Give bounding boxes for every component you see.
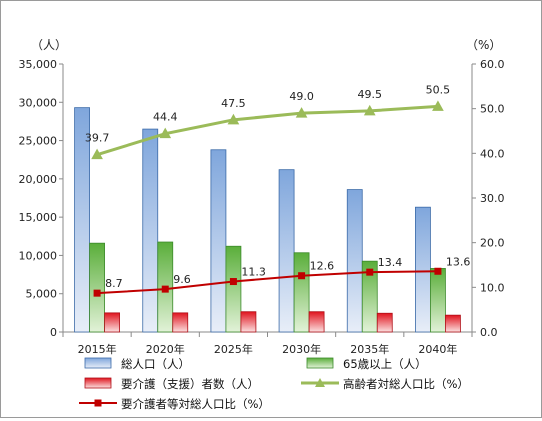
line-series-2 [97,270,438,295]
bar-series-1 [210,149,227,333]
bar-series-3 [172,312,189,333]
line-point-triangle [159,127,172,139]
line-point-square [93,289,101,297]
left-tick-label: 30,000 [19,96,58,109]
bar-series-3 [376,312,393,333]
data-label: 13.6 [446,255,471,268]
bar-series-2 [293,252,310,333]
data-label: 49.0 [289,90,314,103]
bar-series-3 [308,311,325,333]
left-tick-label: 5,000 [26,288,58,301]
right-tick-label: 30.0 [480,192,505,205]
right-tick-label: 50.0 [480,103,505,116]
x-tick-label: 2020年 [146,342,185,356]
legend-marker [315,378,325,387]
legend: 総人口（人） 65歳以上（人） 要介護（支援）者数（人） 高齢者対総人口比（%） 要介護… [79,357,469,411]
bar-series-3 [445,314,461,333]
bars-layer [74,107,461,333]
bar-series-1 [415,206,431,333]
legend-label: 高齢者対総人口比（%） [343,377,469,391]
legend-marker [94,399,102,407]
left-tick-label: 20,000 [19,173,58,186]
line-point-square [161,285,169,293]
axes-layer: 0 5,000 10,000 15,000 20,000 25,000 30,000 35,0… [19,38,505,356]
data-label: 12.6 [310,260,335,273]
legend-label: 65歳以上（人） [343,357,427,371]
bar-series-2 [361,260,378,333]
bar-series-1 [346,189,363,333]
data-label: 11.3 [241,266,266,279]
legend-swatch [306,357,334,369]
data-label: 9.6 [173,273,191,286]
right-tick-label: 40.0 [480,147,505,160]
x-tick-label: 2040年 [418,342,457,356]
line-point-triangle [91,148,103,160]
legend-label: 要介護（支援）者数（人） [121,377,259,391]
line-point-square [366,268,374,276]
right-tick-label: 20.0 [480,237,505,250]
legend-label: 要介護者等対総人口比（%） [121,397,270,411]
left-tick-label: 0 [50,326,57,339]
left-tick-label: 25,000 [19,135,58,148]
labels-layer: 39.7 44.4 47.5 49.0 49.5 50.5 8.7 9.6 11.3 12.6 13… [85,83,471,290]
data-label: 50.5 [426,83,451,96]
line-point-square [434,267,442,275]
bar-series-1 [278,169,295,333]
data-label: 39.7 [85,132,110,145]
bar-series-3 [104,312,120,333]
data-label: 47.5 [221,97,246,110]
left-axis-unit: （人） [31,38,67,52]
right-axis-unit: （%） [466,38,501,52]
line-point-triangle [227,113,240,125]
line-point-triangle [363,104,376,116]
lines-layer [91,100,444,297]
bar-series-3 [240,311,257,333]
left-tick-label: 15,000 [19,211,58,224]
bar-series-2 [89,242,105,333]
x-tick-label: 2015年 [78,342,117,356]
left-tick-label: 10,000 [19,249,58,262]
data-label: 8.7 [105,277,123,290]
bar-series-1 [142,128,159,333]
line-point-triangle [295,107,308,118]
left-tick-label: 35,000 [19,58,58,71]
x-tick-label: 2030年 [282,342,321,356]
data-label: 44.4 [153,111,178,124]
line-point-triangle [432,100,444,111]
data-label: 49.5 [358,88,383,101]
line-point-square [229,278,237,286]
legend-label: 総人口（人） [121,357,190,371]
bar-series-2 [225,245,242,333]
x-tick-label: 2025年 [214,342,253,356]
legend-swatch [84,377,112,389]
line-series-1 [96,104,439,157]
bar-series-1 [74,107,90,333]
bar-series-2 [430,268,446,333]
right-tick-label: 10.0 [480,281,505,294]
right-tick-label: 60.0 [480,58,505,71]
line-point-square [298,272,306,280]
right-tick-label: 0.0 [480,326,498,339]
data-label: 13.4 [378,256,403,269]
legend-swatch [84,357,112,369]
x-tick-label: 2035年 [350,342,389,356]
